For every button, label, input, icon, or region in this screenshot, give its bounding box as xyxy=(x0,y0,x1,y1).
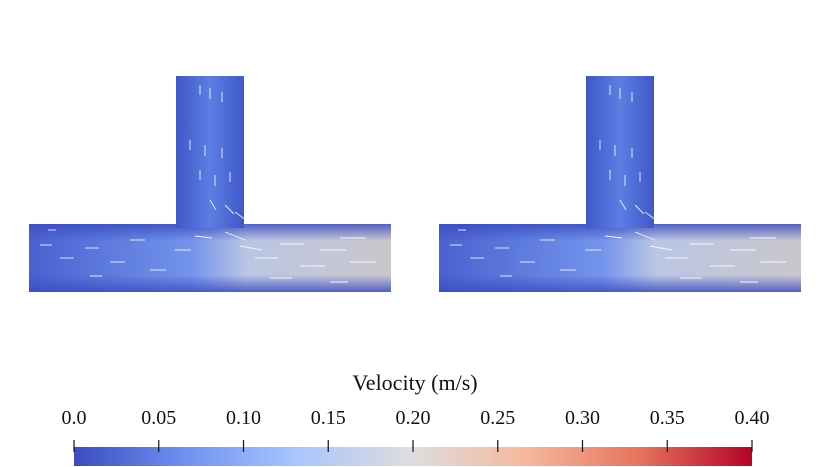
left-tjunction-flow xyxy=(29,76,391,292)
colorbar-ticks xyxy=(73,440,753,452)
colorbar-tick-label: 0.0 xyxy=(61,407,87,429)
right-vertical-pipe xyxy=(586,76,654,228)
colorbar-tick-label: 0.30 xyxy=(565,407,600,429)
colorbar xyxy=(73,440,753,466)
colorbar-tick-label: 0.10 xyxy=(226,407,261,429)
colorbar-tick-label: 0.05 xyxy=(141,407,177,429)
colorbar-tick-label: 0.40 xyxy=(734,407,770,429)
right-velocity-arrows xyxy=(450,85,786,283)
colorbar-title: Velocity (m/s) xyxy=(352,370,478,395)
colorbar-tick-label: 0.20 xyxy=(395,407,431,429)
colorbar-tick-label: 0.25 xyxy=(480,407,516,429)
colorbar-tick-label: 0.35 xyxy=(649,407,685,429)
colorbar-tick-label: 0.15 xyxy=(310,407,346,429)
left-velocity-arrows xyxy=(40,85,376,283)
left-vertical-pipe xyxy=(176,76,244,228)
right-tjunction-flow xyxy=(439,76,801,292)
